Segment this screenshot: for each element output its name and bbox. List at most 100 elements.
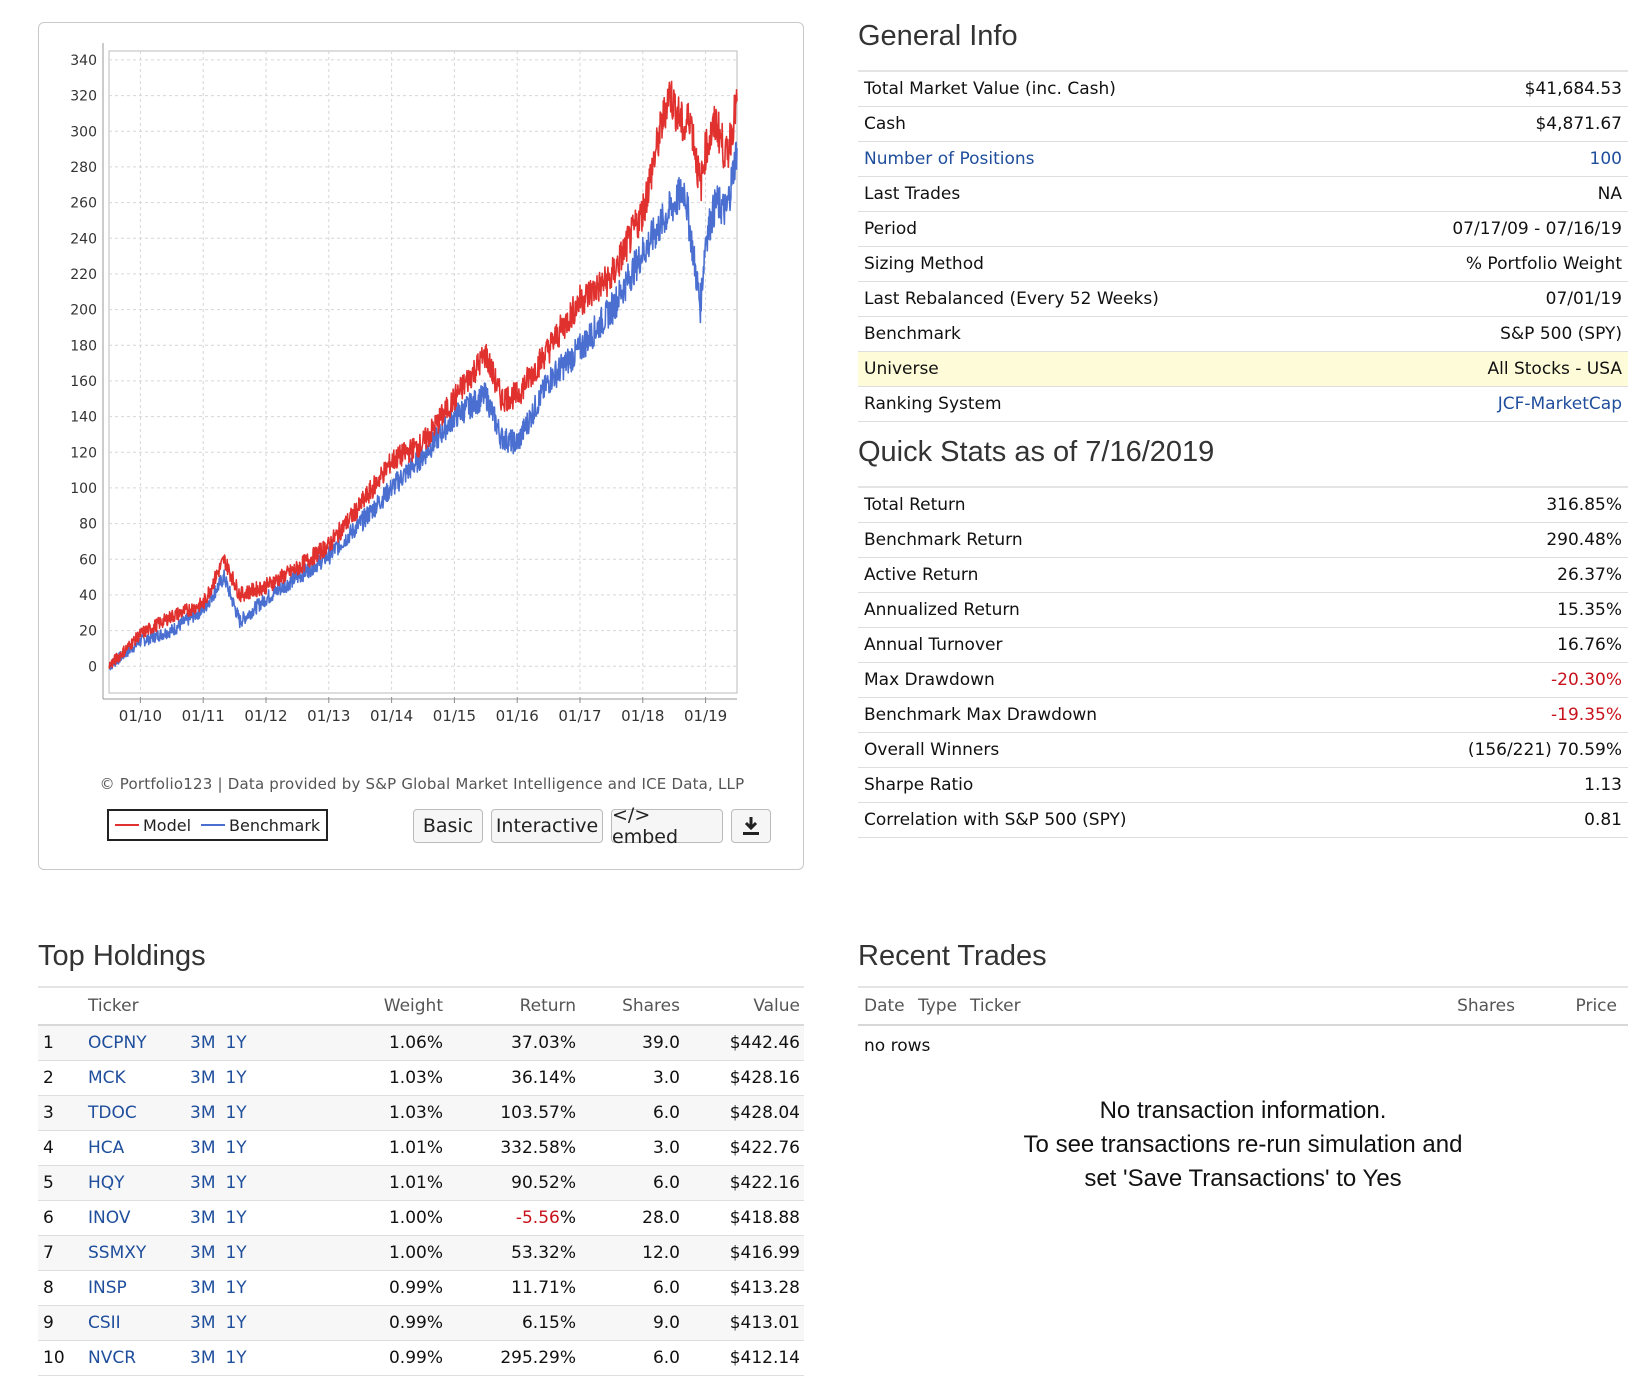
holding-row: 8 INSP 3M 1Y 0.99% 11.71% 6.0 $413.28 [38,1271,804,1306]
holding-row: 6 INOV 3M 1Y 1.00% -5.56% 28.0 $418.88 [38,1201,804,1236]
period-link-1y[interactable]: 1Y [225,1138,247,1158]
holding-ticker-link[interactable]: HQY [88,1173,125,1193]
download-chart-button[interactable] [731,809,771,843]
holding-value: $442.46 [729,1033,800,1053]
quick-stats-row: Correlation with S&P 500 (SPY) 0.81 [858,803,1628,838]
number-of-positions-link[interactable]: Number of Positions [864,149,1035,169]
header-price[interactable]: Price [1575,996,1617,1016]
row-label: Active Return [864,565,979,585]
holding-value: $413.01 [729,1313,800,1333]
holding-ticker-link[interactable]: MCK [88,1068,126,1088]
holding-ticker-link[interactable]: CSII [88,1313,121,1333]
holding-ticker-link[interactable]: INOV [88,1208,131,1228]
top-holdings-table: Ticker Weight Return Shares Value 1 OCPNY… [38,986,804,1376]
legend-item-model[interactable]: Model [115,816,191,835]
general-info-row: Benchmark S&P 500 (SPY) [858,317,1628,352]
period-link-1y[interactable]: 1Y [225,1208,247,1228]
row-label: Correlation with S&P 500 (SPY) [864,810,1127,830]
holding-ticker-link[interactable]: HCA [88,1138,125,1158]
header-value[interactable]: Value [753,996,800,1016]
x-tick-label: 01/11 [182,707,225,725]
period-link-1y[interactable]: 1Y [225,1068,247,1088]
period-link-1y[interactable]: 1Y [225,1173,247,1193]
no-transaction-line: To see transactions re-run simulation an… [1023,1131,1463,1158]
row-label: Total Market Value (inc. Cash) [864,79,1116,99]
general-info-row[interactable]: Number of Positions 100 [858,142,1628,177]
embed-chart-button[interactable]: </> embed [611,804,723,848]
header-ticker[interactable]: Ticker [970,996,1021,1016]
row-label: Sizing Method [864,254,984,274]
recent-trades-table: Date Type Ticker Shares Price no rows [858,986,1628,1066]
period-link-1y[interactable]: 1Y [225,1243,247,1263]
holding-ticker-link[interactable]: INSP [88,1278,127,1298]
header-date[interactable]: Date [864,996,905,1016]
performance-chart-panel: 0 20 40 60 80 100 120 140 160 180 200 220 240 260 280 3… [38,22,804,870]
header-weight[interactable]: Weight [383,996,443,1016]
holding-weight: 0.99% [388,1313,443,1333]
period-link-1y[interactable]: 1Y [225,1348,247,1368]
y-tick-label: 180 [70,338,97,354]
row-value: 316.85% [1546,495,1622,515]
row-label: Universe [864,359,939,379]
quick-stats-row: Total Return 316.85% [858,488,1628,523]
holding-return: 332.58% [500,1138,576,1158]
holding-rank: 8 [43,1278,54,1298]
period-link-1y[interactable]: 1Y [225,1278,247,1298]
holding-row: 5 HQY 3M 1Y 1.01% 90.52% 6.0 $422.16 [38,1166,804,1201]
legend-label-model: Model [143,815,192,835]
period-link-3m[interactable]: 3M [190,1173,216,1193]
row-label: Annual Turnover [864,635,1003,655]
holding-value: $416.99 [729,1243,800,1263]
holding-value: $413.28 [729,1278,800,1298]
number-of-positions-value-link[interactable]: 100 [1589,149,1622,169]
period-link-3m[interactable]: 3M [190,1348,216,1368]
period-link-3m[interactable]: 3M [190,1068,216,1088]
recent-trades-header: Date Type Ticker Shares Price [858,986,1628,1026]
series-line-benchmark [108,141,738,671]
row-label: Sharpe Ratio [864,775,974,795]
holding-shares: 6.0 [652,1173,680,1193]
header-type[interactable]: Type [918,996,958,1016]
row-value: $4,871.67 [1535,114,1622,134]
quick-stats-row: Overall Winners (156/221) 70.59% [858,733,1628,768]
period-link-1y[interactable]: 1Y [225,1313,247,1333]
row-value: -20.30% [1551,670,1622,690]
holding-rank: 5 [43,1173,54,1193]
holding-rank: 6 [43,1208,54,1228]
period-link-1y[interactable]: 1Y [225,1103,247,1123]
ranking-system-link[interactable]: JCF-MarketCap [1497,394,1622,414]
header-shares[interactable]: Shares [1457,996,1515,1016]
basic-chart-button[interactable]: Basic [413,809,483,843]
interactive-chart-button[interactable]: Interactive [491,809,603,843]
quick-stats-row: Benchmark Return 290.48% [858,523,1628,558]
period-link-1y[interactable]: 1Y [225,1033,247,1053]
quick-stats-row: Benchmark Max Drawdown -19.35% [858,698,1628,733]
period-link-3m[interactable]: 3M [190,1208,216,1228]
holding-ticker-link[interactable]: SSMXY [88,1243,147,1263]
legend-item-benchmark[interactable]: Benchmark [201,816,320,835]
holding-ticker-link[interactable]: OCPNY [88,1033,147,1053]
row-value: S&P 500 (SPY) [1500,324,1622,344]
period-link-3m[interactable]: 3M [190,1033,216,1053]
holding-value: $422.76 [729,1138,800,1158]
holding-shares: 3.0 [652,1068,680,1088]
holding-return-suffix: % [559,1208,576,1228]
general-info-table: Total Market Value (inc. Cash) $41,684.53… [858,70,1628,422]
holding-return: 6.15% [521,1313,576,1333]
row-value: -19.35% [1551,705,1622,725]
holding-weight: 1.01% [388,1173,443,1193]
period-link-3m[interactable]: 3M [190,1243,216,1263]
period-link-3m[interactable]: 3M [190,1313,216,1333]
row-label: Overall Winners [864,740,1000,760]
header-return[interactable]: Return [519,996,576,1016]
holding-ticker-link[interactable]: NVCR [88,1348,137,1368]
header-ticker[interactable]: Ticker [88,996,139,1016]
holding-ticker-link[interactable]: TDOC [88,1103,137,1123]
period-link-3m[interactable]: 3M [190,1138,216,1158]
header-shares[interactable]: Shares [622,996,680,1016]
y-tick-label: 120 [70,445,97,461]
period-link-3m[interactable]: 3M [190,1278,216,1298]
period-link-3m[interactable]: 3M [190,1103,216,1123]
holding-period-links: 3M 1Y [190,1033,290,1053]
y-tick-label: 0 [88,659,97,675]
